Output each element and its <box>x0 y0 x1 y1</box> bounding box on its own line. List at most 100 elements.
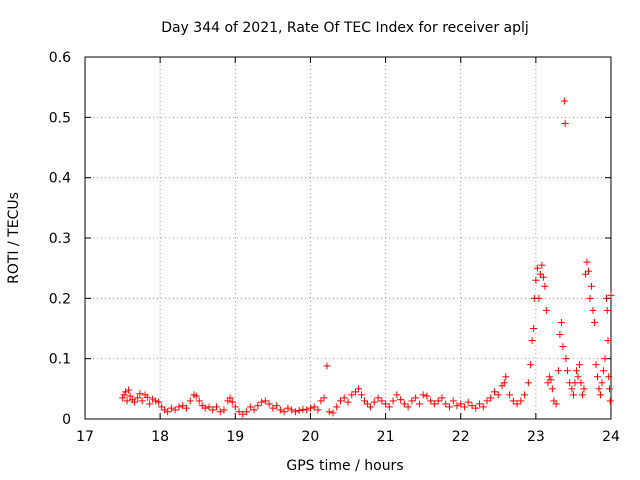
data-point <box>314 406 322 414</box>
data-point <box>393 391 401 399</box>
data-point <box>528 337 536 345</box>
data-point <box>535 294 543 302</box>
data-point <box>220 406 228 414</box>
y-axis-label: ROTI / TECUs <box>6 192 22 284</box>
data-point <box>536 270 544 278</box>
data-point <box>158 403 166 411</box>
data-point <box>593 373 601 381</box>
data-point <box>545 373 553 381</box>
data-point <box>530 325 538 332</box>
data-point <box>378 397 386 405</box>
data-point <box>468 402 476 410</box>
data-point <box>325 408 333 416</box>
data-point <box>590 318 598 326</box>
data-point <box>559 343 567 351</box>
data-point <box>539 273 547 281</box>
data-point <box>389 397 397 405</box>
grid-lines <box>85 57 611 419</box>
data-point <box>547 376 555 384</box>
data-point <box>228 398 236 406</box>
data-point <box>265 400 273 408</box>
data-point <box>299 405 307 413</box>
data-point <box>419 391 427 399</box>
data-point <box>323 362 331 370</box>
axis-ticks <box>84 56 612 420</box>
data-point <box>201 404 209 412</box>
data-point <box>186 397 194 405</box>
y-tick-label: 0.2 <box>49 291 71 307</box>
data-point <box>131 398 139 406</box>
data-point <box>136 390 144 398</box>
data-point <box>427 397 435 405</box>
data-point <box>400 400 408 408</box>
data-point <box>589 306 597 314</box>
data-point <box>578 391 586 399</box>
data-point <box>336 397 344 405</box>
x-tick-label: 22 <box>452 429 470 445</box>
data-point <box>521 391 529 399</box>
data-point <box>479 403 487 411</box>
data-point <box>171 406 179 414</box>
data-point <box>126 392 134 400</box>
data-point <box>544 379 552 387</box>
data-point <box>146 400 154 408</box>
data-point <box>209 406 217 414</box>
data-point <box>464 398 472 406</box>
data-point <box>574 373 582 381</box>
data-point <box>361 397 369 405</box>
data-point <box>412 394 420 402</box>
data-point <box>595 385 603 393</box>
data-point <box>288 406 296 414</box>
data-point <box>557 318 565 326</box>
data-point <box>577 379 585 387</box>
chart-title: Day 344 of 2021, Rate Of TEC Index for r… <box>161 20 529 36</box>
data-point <box>472 404 480 412</box>
data-point <box>494 391 502 399</box>
data-point <box>182 404 190 412</box>
data-point <box>320 394 328 402</box>
data-point <box>138 397 146 405</box>
data-point <box>310 403 318 411</box>
data-point <box>355 385 363 393</box>
data-point <box>434 397 442 405</box>
data-point <box>602 294 610 302</box>
data-point <box>397 396 405 404</box>
data-point <box>572 367 580 375</box>
data-point <box>560 97 568 105</box>
data-point <box>581 270 589 278</box>
data-point <box>561 119 569 127</box>
data-point <box>273 402 281 410</box>
data-point <box>502 373 510 381</box>
data-point <box>607 291 615 299</box>
data-point <box>192 392 200 400</box>
data-point <box>423 392 431 400</box>
data-point <box>333 403 341 411</box>
data-point <box>254 402 262 410</box>
data-point <box>370 398 378 406</box>
data-point <box>453 402 461 410</box>
data-point <box>583 258 591 266</box>
data-point <box>604 337 612 345</box>
data-point <box>538 261 546 269</box>
data-point <box>415 400 423 408</box>
x-tick-label: 19 <box>226 429 244 445</box>
data-point <box>476 400 483 408</box>
x-tick-label: 17 <box>76 429 94 445</box>
data-point <box>385 403 393 411</box>
data-point <box>408 397 416 405</box>
data-point <box>250 406 258 414</box>
data-point <box>571 379 579 387</box>
data-point <box>364 400 372 408</box>
data-point <box>348 391 356 399</box>
data-point <box>175 403 183 411</box>
data-points <box>119 97 615 418</box>
data-point <box>122 388 130 396</box>
data-point <box>527 361 535 369</box>
data-point <box>382 400 390 408</box>
data-point <box>601 355 609 363</box>
data-point <box>449 397 457 405</box>
data-point <box>149 395 157 403</box>
data-point <box>125 386 133 394</box>
data-point <box>552 400 560 408</box>
data-point <box>438 394 446 402</box>
